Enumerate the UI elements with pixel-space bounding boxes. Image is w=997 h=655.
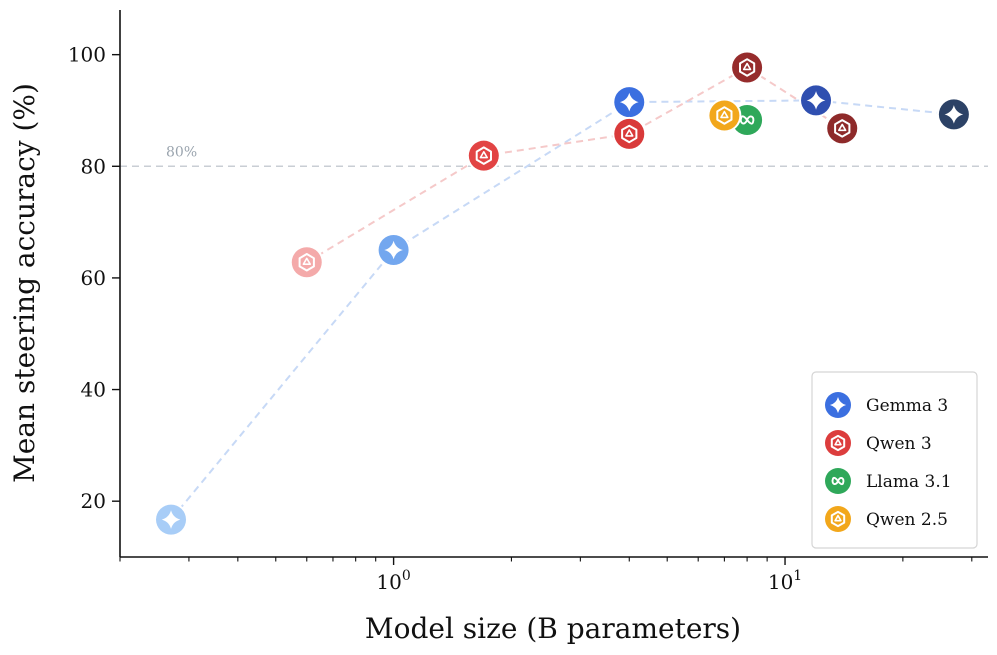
qwen-icon-hexagon	[830, 510, 846, 528]
legend: Gemma 3 Qwen 3 Llama 3.1 Qwen 2.5	[811, 371, 978, 549]
qwen-icon	[834, 119, 851, 138]
data-point-qwen-3	[466, 138, 501, 173]
qwen-icon-hexagon	[475, 146, 492, 165]
data-point-qwen-3	[825, 111, 860, 146]
data-point-gemma-3	[936, 97, 971, 132]
qwen-icon	[830, 434, 846, 452]
legend-item-qwen-2-5: Qwen 2.5	[823, 504, 948, 534]
marker-disc	[468, 140, 499, 171]
legend-item-gemma-3: Gemma 3	[823, 390, 948, 420]
legend-marker	[823, 428, 853, 458]
marker-disc	[825, 506, 851, 532]
legend-box	[811, 371, 978, 549]
qwen-icon	[830, 510, 846, 528]
meta-icon	[739, 115, 755, 125]
qwen-icon	[716, 106, 733, 125]
qwen-icon-inner	[837, 123, 847, 132]
qwen-icon-hexagon	[621, 124, 638, 144]
data-point-qwen-3	[730, 50, 765, 85]
marker-disc	[709, 100, 740, 131]
qwen-icon	[739, 58, 756, 77]
legend-marker	[823, 466, 853, 496]
legend-item-llama-3-1: Llama 3.1	[823, 466, 952, 496]
sparkle-icon	[619, 92, 639, 112]
qwen-icon-inner	[834, 438, 842, 446]
qwen-icon-hexagon	[739, 58, 756, 77]
reference-line-label: 80%	[166, 144, 197, 160]
data-point-gemma-3	[376, 233, 411, 268]
qwen-icon-hexagon	[834, 119, 851, 138]
data-point-qwen-2-5	[707, 98, 742, 133]
sparkle-icon	[829, 396, 847, 414]
qwen-icon	[475, 146, 492, 165]
data-point-qwen-3	[289, 245, 324, 280]
data-points-layer	[154, 50, 971, 537]
qwen-icon-inner	[834, 514, 842, 522]
qwen-icon-inner	[625, 129, 634, 137]
sparkle-icon	[384, 240, 403, 260]
qwen-icon-inner	[479, 150, 489, 159]
marker-disc	[732, 52, 763, 83]
qwen-icon-hexagon	[298, 253, 315, 272]
marker-disc	[825, 430, 851, 456]
qwen-icon	[298, 253, 315, 272]
marker-disc	[291, 247, 322, 278]
data-point-gemma-3	[154, 502, 189, 537]
x-axis-title: Model size (B parameters)	[365, 612, 741, 645]
axes: 20 40 60 80 100 100 101	[68, 10, 988, 594]
reference-line-layer: 80%	[120, 144, 988, 168]
legend-label: Qwen 2.5	[866, 510, 948, 530]
series-line-qwen-3	[306, 66, 843, 264]
y-tick-label: 60	[81, 266, 106, 290]
data-point-gemma-3	[612, 85, 647, 120]
qwen-icon-inner	[742, 62, 752, 71]
y-axis-title: Mean steering accuracy (%)	[8, 83, 41, 483]
sparkle-icon	[944, 105, 964, 124]
qwen-icon-inner	[302, 257, 312, 266]
qwen-icon	[621, 124, 638, 144]
x-tick-label: 100	[376, 568, 410, 594]
meta-icon	[831, 476, 845, 486]
qwen-icon-inner	[720, 110, 729, 119]
x-tick-label: 101	[768, 568, 802, 594]
legend-label: Llama 3.1	[866, 472, 952, 492]
data-point-qwen-3	[612, 116, 647, 151]
data-point-gemma-3	[799, 83, 834, 118]
legend-item-qwen-3: Qwen 3	[823, 428, 932, 458]
y-tick-label: 20	[81, 489, 106, 513]
legend-label: Gemma 3	[866, 396, 948, 416]
legend-marker	[823, 390, 853, 420]
marker-disc	[827, 113, 858, 144]
legend-marker	[823, 504, 853, 534]
legend-label: Qwen 3	[866, 434, 932, 454]
y-tick-label: 100	[68, 43, 106, 67]
qwen-icon-hexagon	[716, 106, 733, 125]
sparkle-icon	[161, 510, 181, 529]
y-tick-label: 40	[81, 378, 106, 402]
qwen-icon-hexagon	[830, 434, 846, 452]
sparkle-icon	[806, 91, 826, 110]
marker-disc	[614, 118, 645, 149]
y-tick-label: 80	[81, 154, 106, 178]
